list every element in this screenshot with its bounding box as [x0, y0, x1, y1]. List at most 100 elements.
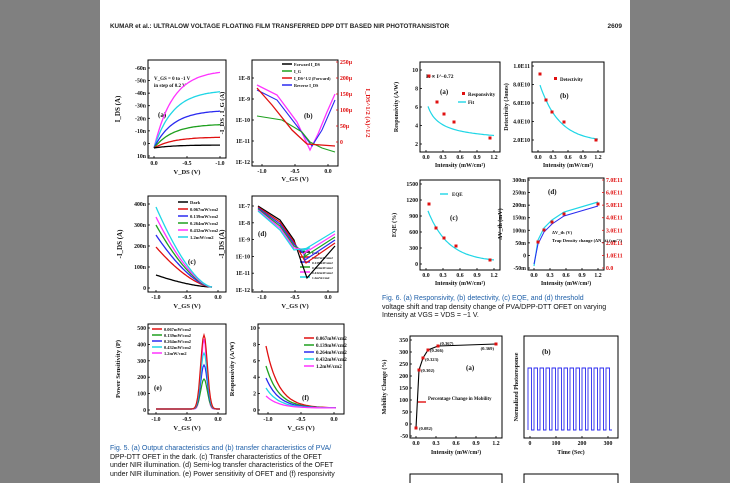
legend-entry: 0.067mW/cm2 [316, 337, 347, 342]
fig6b-point [550, 110, 554, 114]
fig6d-y-tick: 200m [512, 203, 526, 209]
fig5a-panel-label: (a) [158, 111, 167, 119]
fig6-caption-line: Intensity at VGS = VDS = −1 V. [382, 312, 479, 320]
x-tick-label: -0.5 [290, 295, 299, 301]
fig5b-forward [256, 84, 336, 152]
legend-entry: 0.432mW/cm2 [312, 271, 333, 275]
fig7b-xlabel: Time (Sec) [557, 449, 584, 456]
fig5c-curve [155, 206, 213, 288]
fig7a-y-tick: 0 [405, 422, 408, 428]
fig5b-panel-label: (b) [304, 112, 313, 120]
fig6a-fit [427, 106, 495, 137]
fig5b-ylabel-right: I_DS^1/2 (A)^1/2 [364, 89, 371, 138]
fig5d-curve [257, 210, 336, 252]
fig7a-point [414, 426, 418, 430]
fig7a-point-label: (0.082) [419, 426, 433, 431]
fig5f-y-tick: 4 [253, 375, 256, 381]
x-tick-label: 0.0 [422, 155, 429, 161]
fig6b-point [544, 98, 548, 102]
fig5d-y-tick: 1E-10 [236, 254, 251, 260]
x-tick-label: 100 [552, 441, 561, 447]
fig6c-ylabel: EQE (%) [391, 213, 398, 237]
fig5a-y-tick: -20n [135, 116, 147, 122]
fig6b-point [538, 72, 542, 76]
fig5a-note: V_GS = 0 to -1 V [154, 77, 191, 82]
fig5f-ylabel: Responsivity (A/W) [229, 342, 236, 396]
fig6d-y2-tick: 0.0 [606, 266, 613, 272]
legend-entry: 0.264mW/cm2 [190, 221, 219, 226]
fig6d-y-tick: 0 [523, 253, 526, 259]
fig5b-y-tick: 1E-8 [238, 76, 250, 82]
fig5a-note: in step of 0.2 V [154, 84, 186, 89]
fig5a-curve [153, 124, 221, 149]
fig5b-y2-tick: 150μ [340, 92, 353, 98]
fig5e-y-tick: 300 [137, 359, 146, 365]
x-tick-label: -1.0 [263, 417, 272, 423]
fig5d-y-tick: 1E-12 [236, 288, 251, 294]
fig7a-panel-label: (a) [466, 364, 475, 372]
fig7a-point [421, 356, 425, 360]
fig6d-dvth [533, 201, 599, 267]
fig6d-y-tick: -50m [513, 266, 526, 272]
x-tick-label: 0.3 [432, 441, 439, 447]
fig7a-y-tick: 350 [399, 338, 408, 344]
legend-entry: 0.432mW/cm2 [164, 345, 191, 350]
fig5e-ylabel: Power Sensitivity (P) [115, 340, 122, 398]
x-tick-label: 300 [604, 441, 613, 447]
fig6a-point [488, 136, 492, 140]
next-figure-frame [409, 473, 503, 483]
fig6a-ylabel: Responsivity (A/W) [393, 82, 400, 132]
fig5b-y-tick: 1E-11 [236, 139, 250, 145]
fig6d-y2-tick: 4.0E11 [606, 216, 623, 222]
x-tick-label: 0.9 [578, 273, 585, 279]
fig5c-xlabel: V_GS (V) [173, 303, 200, 310]
legend-marker [462, 92, 465, 95]
fig5c-y-tick: 200n [134, 244, 147, 250]
fig7a-line [415, 343, 497, 429]
fig7a-y-tick: 300 [399, 350, 408, 356]
x-tick-label: 0.9 [473, 155, 480, 161]
x-tick-label: 0.0 [150, 161, 157, 167]
fig5f-xlabel: V_GS (V) [287, 425, 314, 432]
fig5b-y2-tick: 50μ [340, 124, 350, 130]
fig5a-y-tick: -50n [135, 79, 147, 85]
fig6a-panel-label: (a) [440, 88, 449, 96]
fig6a-y-tick: 2 [415, 142, 418, 148]
x-tick-label: 1.2 [492, 441, 499, 447]
fig5f-y-tick: 2 [253, 392, 256, 398]
x-tick-label: 0.3 [439, 273, 446, 279]
fig5d-xlabel: V_GS (V) [281, 303, 308, 310]
fig5e-y-tick: 500 [137, 326, 146, 332]
fig5a-curve [153, 136, 221, 149]
x-tick-label: 0.3 [549, 155, 556, 161]
fig6a-y-tick: 4 [415, 124, 418, 130]
fig5a-y-tick: -30n [135, 104, 147, 110]
x-tick-label: 0.0 [534, 155, 541, 161]
legend-entry: 0.067mW/cm2 [190, 207, 219, 212]
fig5c-curve [155, 274, 212, 288]
fig6a-y-tick: 10 [412, 68, 418, 74]
fig6d-y2-tick: 7.0E11 [606, 178, 623, 184]
fig5b-y-tick: 1E-9 [238, 97, 250, 103]
fig6c-y-tick: 900 [409, 214, 418, 220]
fig5-caption-line: Fig. 5. (a) Output characteristics and (… [110, 445, 332, 452]
fig6b-point [594, 138, 598, 142]
legend-entry: Fit [468, 101, 474, 106]
fig5b-y2-tick: 0 [340, 140, 343, 146]
fig6c-y-tick: 1500 [406, 182, 418, 188]
legend-entry: 1.2mW/cm2 [190, 235, 214, 240]
fig6c-point [442, 236, 446, 240]
fig5d-y-tick: 1E-8 [238, 221, 250, 227]
x-tick-label: 1.2 [594, 273, 601, 279]
x-tick-label: -0.5 [182, 417, 191, 423]
legend-entry: 0.264mW/cm2 [316, 351, 347, 356]
legend-entry: Trap Density change (ΔN_it) (cm⁻²) [552, 238, 622, 243]
fig6d-ylabel: ΔV_th (mV) [497, 208, 504, 239]
x-tick-label: -0.5 [182, 295, 191, 301]
fig5a-y-tick: 0 [143, 141, 146, 147]
fig6c-xlabel: Intensity (mW/cm²) [435, 280, 485, 287]
fig5e-panel-label: (e) [154, 384, 162, 392]
legend-entry: 0.139mW/cm2 [164, 333, 191, 338]
x-tick-label: 0.6 [456, 155, 463, 161]
